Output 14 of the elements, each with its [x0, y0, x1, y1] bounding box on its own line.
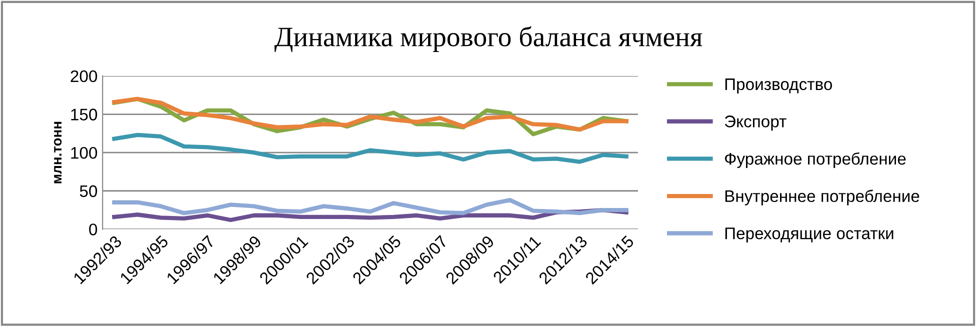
chart-title: Динамика мирового баланса ячменя — [274, 26, 702, 52]
y-tick-label: 150 — [71, 108, 98, 120]
y-tick-label: 200 — [70, 70, 98, 82]
y-tick-label: 0 — [89, 224, 98, 236]
legend-label: Фуражное потребление — [725, 152, 906, 168]
line-series — [112, 198, 628, 216]
legend-label: Внутреннее потребление — [725, 190, 920, 206]
y-tick-label: 100 — [71, 146, 98, 159]
legend-label: Производство — [725, 78, 832, 94]
legend-label: Экспорт — [724, 116, 786, 131]
legend-label: Переходящие остатки — [725, 228, 894, 243]
line-series — [112, 132, 628, 164]
y-axis-title: млн.тонн — [54, 122, 62, 184]
y-tick-label: 50 — [80, 185, 98, 198]
